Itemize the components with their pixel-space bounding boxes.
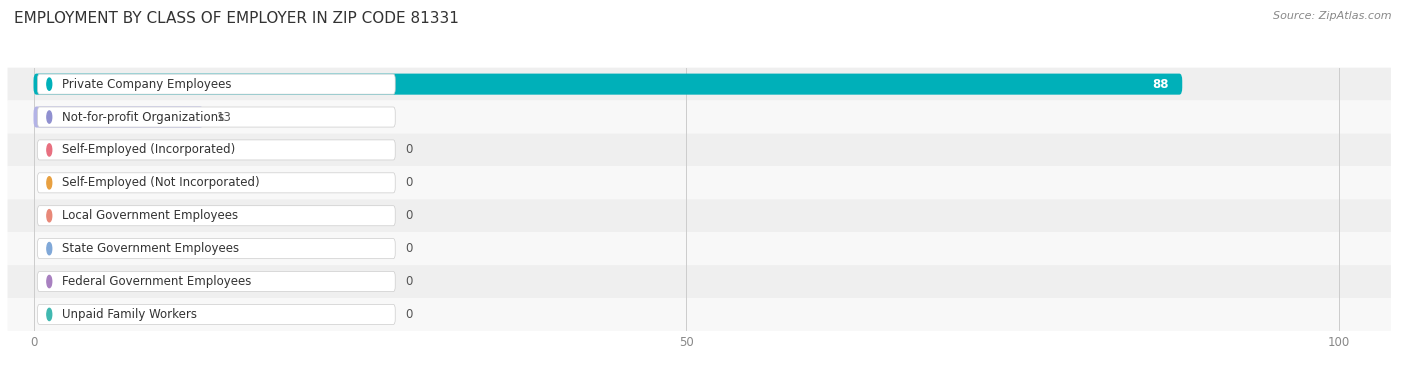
FancyBboxPatch shape <box>7 232 1391 265</box>
FancyBboxPatch shape <box>38 271 395 291</box>
Text: Not-for-profit Organizations: Not-for-profit Organizations <box>62 111 225 124</box>
FancyBboxPatch shape <box>7 265 1391 298</box>
Text: 0: 0 <box>405 209 413 222</box>
Text: Federal Government Employees: Federal Government Employees <box>62 275 252 288</box>
Text: 0: 0 <box>405 308 413 321</box>
Circle shape <box>46 177 52 189</box>
FancyBboxPatch shape <box>34 74 1182 95</box>
Text: 0: 0 <box>405 176 413 190</box>
Text: Self-Employed (Not Incorporated): Self-Employed (Not Incorporated) <box>62 176 260 190</box>
Text: 0: 0 <box>405 143 413 156</box>
FancyBboxPatch shape <box>7 68 1391 101</box>
FancyBboxPatch shape <box>7 199 1391 232</box>
Text: State Government Employees: State Government Employees <box>62 242 239 255</box>
FancyBboxPatch shape <box>7 133 1391 167</box>
Circle shape <box>46 144 52 156</box>
Circle shape <box>46 275 52 288</box>
Circle shape <box>46 308 52 321</box>
Text: 0: 0 <box>405 242 413 255</box>
FancyBboxPatch shape <box>38 239 395 259</box>
Circle shape <box>46 111 52 123</box>
Circle shape <box>46 243 52 255</box>
FancyBboxPatch shape <box>38 107 395 127</box>
Text: Source: ZipAtlas.com: Source: ZipAtlas.com <box>1274 11 1392 21</box>
FancyBboxPatch shape <box>34 106 204 127</box>
Text: Local Government Employees: Local Government Employees <box>62 209 239 222</box>
Text: 0: 0 <box>405 275 413 288</box>
FancyBboxPatch shape <box>7 298 1391 331</box>
Text: 13: 13 <box>217 111 231 124</box>
Circle shape <box>46 209 52 222</box>
FancyBboxPatch shape <box>7 101 1391 133</box>
Circle shape <box>46 78 52 90</box>
FancyBboxPatch shape <box>38 173 395 193</box>
Text: Private Company Employees: Private Company Employees <box>62 77 232 91</box>
Text: Unpaid Family Workers: Unpaid Family Workers <box>62 308 197 321</box>
FancyBboxPatch shape <box>7 167 1391 199</box>
FancyBboxPatch shape <box>38 305 395 324</box>
Text: 88: 88 <box>1153 77 1168 91</box>
Text: EMPLOYMENT BY CLASS OF EMPLOYER IN ZIP CODE 81331: EMPLOYMENT BY CLASS OF EMPLOYER IN ZIP C… <box>14 11 458 26</box>
Text: Self-Employed (Incorporated): Self-Employed (Incorporated) <box>62 143 236 156</box>
FancyBboxPatch shape <box>38 206 395 226</box>
FancyBboxPatch shape <box>38 140 395 160</box>
FancyBboxPatch shape <box>38 74 395 94</box>
